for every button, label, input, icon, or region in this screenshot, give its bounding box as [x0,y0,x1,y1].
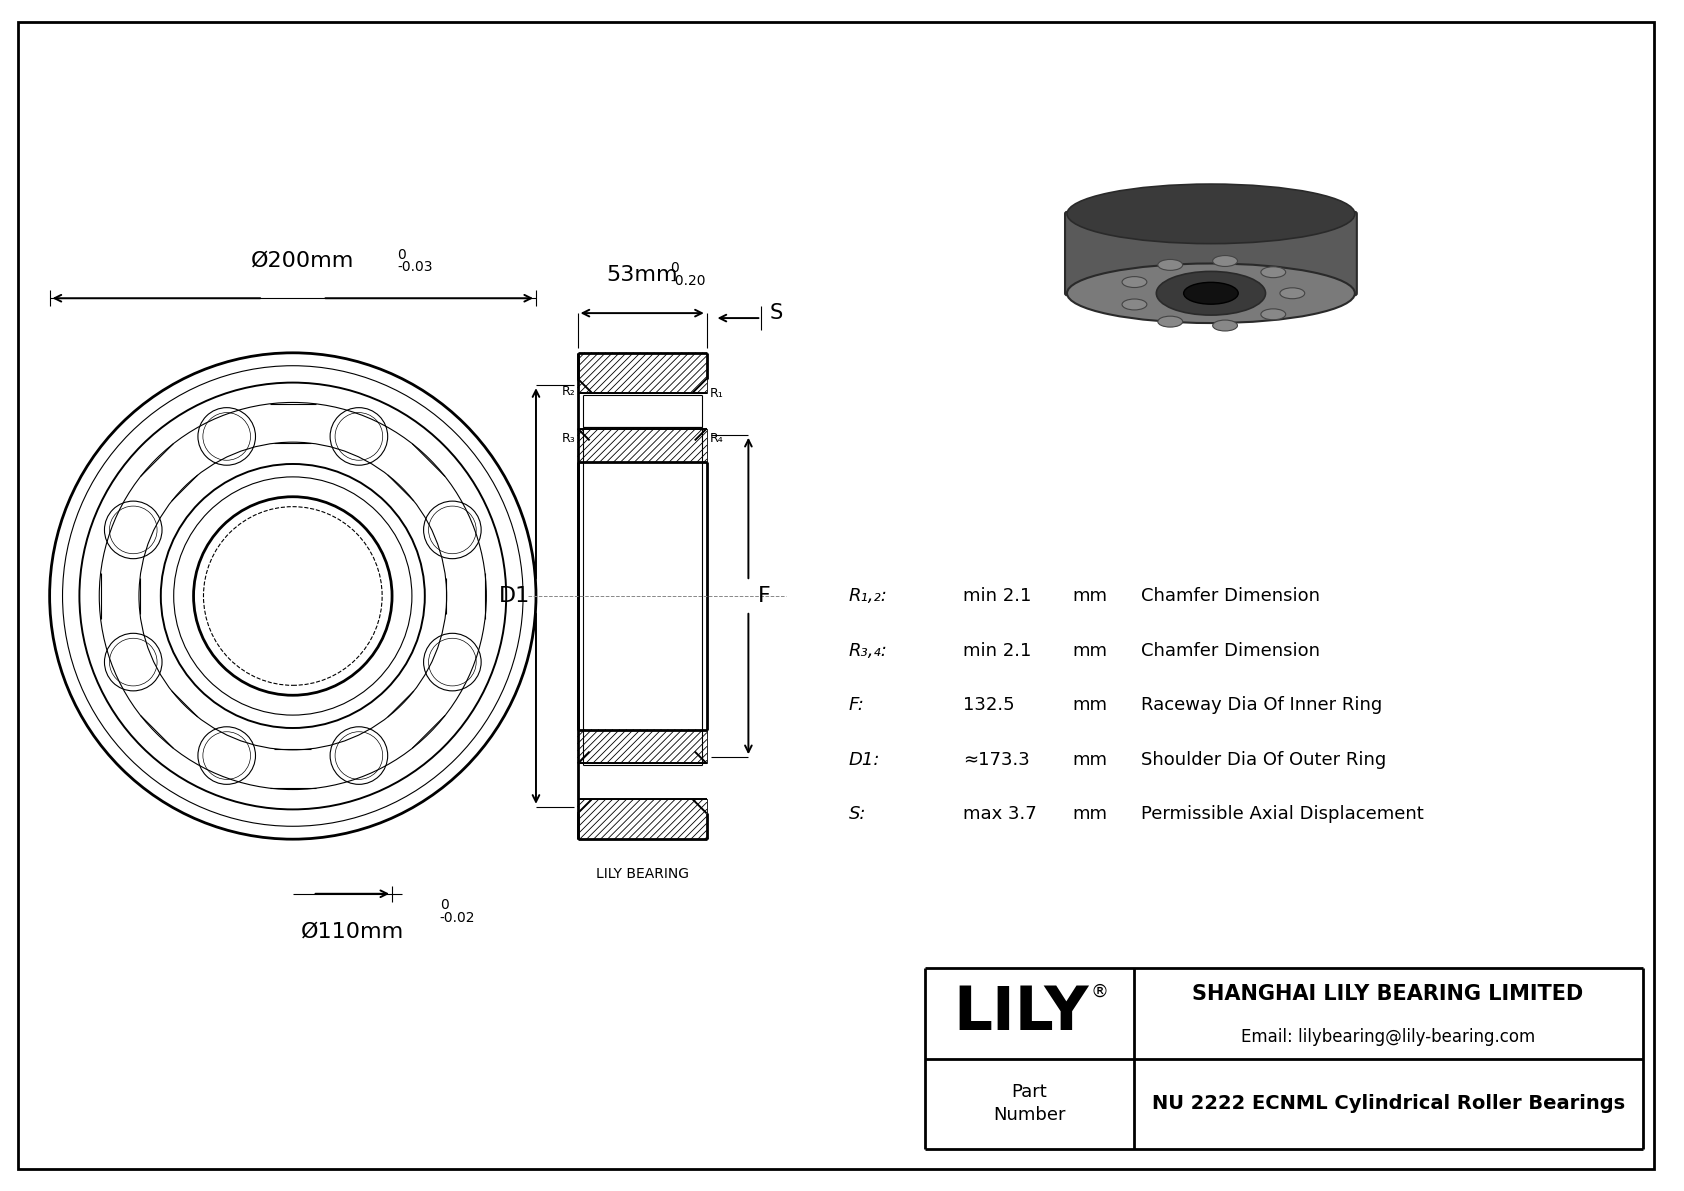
Ellipse shape [1122,276,1147,287]
Text: mm: mm [1073,697,1106,715]
Text: Chamfer Dimension: Chamfer Dimension [1142,642,1320,660]
Bar [578,429,707,462]
Text: Shoulder Dia Of Outer Ring: Shoulder Dia Of Outer Ring [1142,750,1386,768]
Text: Chamfer Dimension: Chamfer Dimension [1142,587,1320,605]
Ellipse shape [1184,282,1238,304]
Text: Permissible Axial Displacement: Permissible Axial Displacement [1142,805,1425,823]
Text: R₁,₂:: R₁,₂: [849,587,887,605]
Text: Ø200mm: Ø200mm [251,250,354,270]
Text: R₄: R₄ [709,432,724,445]
Text: R₂: R₂ [562,385,576,398]
Text: S: S [770,304,783,323]
Text: S:: S: [849,805,866,823]
Ellipse shape [1068,263,1356,323]
Text: mm: mm [1073,750,1106,768]
Text: 53mm: 53mm [606,266,679,286]
Text: min 2.1: min 2.1 [963,642,1031,660]
Text: Raceway Dia Of Inner Ring: Raceway Dia Of Inner Ring [1142,697,1383,715]
Bar [578,353,707,393]
Text: D1: D1 [498,586,530,606]
Text: min 2.1: min 2.1 [963,587,1031,605]
Text: LILY: LILY [953,984,1090,1043]
Bar [578,730,707,763]
Text: F: F [758,586,771,606]
Ellipse shape [1159,260,1182,270]
Text: R₃: R₃ [562,432,576,445]
Text: Email: lilybearing@lily-bearing.com: Email: lilybearing@lily-bearing.com [1241,1028,1536,1046]
Ellipse shape [1280,288,1305,299]
Text: Ø110mm: Ø110mm [301,922,404,942]
Text: LILY BEARING: LILY BEARING [596,867,689,881]
Text: D1:: D1: [849,750,881,768]
Text: SHANGHAI LILY BEARING LIMITED: SHANGHAI LILY BEARING LIMITED [1192,984,1583,1004]
Text: mm: mm [1073,805,1106,823]
Bar [578,799,707,840]
Ellipse shape [1261,308,1285,319]
Text: NU 2222 ECNML Cylindrical Roller Bearings: NU 2222 ECNML Cylindrical Roller Bearing… [1152,1095,1625,1114]
Ellipse shape [1068,185,1356,244]
Ellipse shape [1157,272,1265,316]
Text: -0.20: -0.20 [670,274,706,288]
FancyBboxPatch shape [1064,212,1357,295]
Text: R₁: R₁ [709,387,724,399]
Text: max 3.7: max 3.7 [963,805,1037,823]
Text: 0: 0 [670,261,679,275]
Ellipse shape [1212,256,1238,267]
Text: mm: mm [1073,587,1106,605]
Ellipse shape [1159,316,1182,328]
Text: mm: mm [1073,642,1106,660]
Text: 0: 0 [397,248,406,262]
Ellipse shape [1122,299,1147,310]
Text: -0.03: -0.03 [397,261,433,274]
Text: 132.5: 132.5 [963,697,1014,715]
Ellipse shape [1212,320,1238,331]
Text: R₃,₄:: R₃,₄: [849,642,887,660]
Text: F:: F: [849,697,864,715]
Text: ®: ® [1091,983,1108,1000]
Text: Part
Number: Part Number [994,1083,1066,1124]
Text: 0: 0 [440,898,448,911]
Text: -0.02: -0.02 [440,911,475,924]
Text: ≈173.3: ≈173.3 [963,750,1029,768]
Ellipse shape [1261,267,1285,278]
